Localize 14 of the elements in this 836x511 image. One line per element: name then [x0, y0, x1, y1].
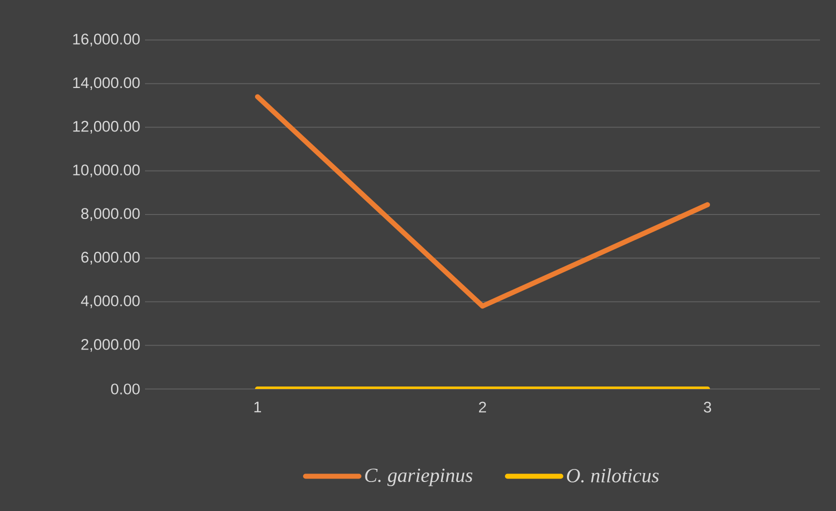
legend-label: C. gariepinus — [365, 468, 472, 486]
y-tick-label: 2,000.00 — [81, 339, 140, 352]
y-tick-label: 12,000.00 — [73, 120, 140, 134]
y-tick-label: 14,000.00 — [73, 77, 140, 90]
legend-label: O. niloticus — [566, 468, 659, 482]
y-tick-label: 8,000.00 — [81, 208, 140, 221]
x-tick-label: 3 — [704, 402, 712, 413]
y-tick-label: 16,000.00 — [73, 34, 140, 46]
x-tick-label: 2 — [479, 402, 486, 412]
y-tick-label: 0.00 — [111, 384, 140, 394]
y-tick-label: 6,000.00 — [81, 252, 140, 264]
y-tick-label: 4,000.00 — [80, 295, 140, 308]
x-tick-label: 1 — [254, 402, 262, 412]
y-tick-label: 10,000.00 — [73, 164, 140, 178]
